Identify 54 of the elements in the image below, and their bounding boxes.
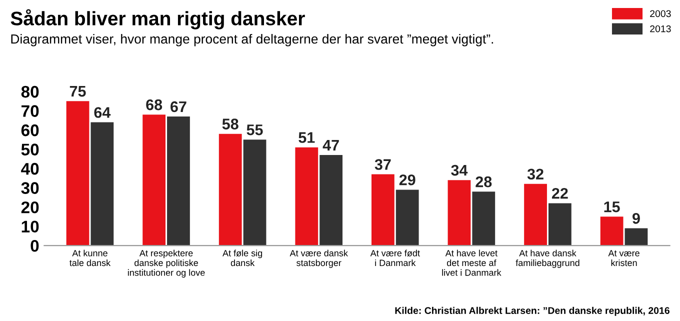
y-tick-label: 10 <box>22 220 39 233</box>
data-label: 29 <box>399 174 416 186</box>
data-label: 15 <box>604 202 620 212</box>
bar <box>320 155 343 246</box>
data-label: 47 <box>322 140 339 150</box>
data-label: 51 <box>298 132 315 143</box>
data-label: 64 <box>94 107 111 118</box>
x-tick-label: At føle sig dansk <box>222 250 262 266</box>
data-label: 37 <box>374 159 391 170</box>
bar <box>472 192 496 246</box>
y-tick-label: 30 <box>21 182 39 194</box>
bar <box>371 174 394 246</box>
data-label: 28 <box>476 176 492 188</box>
bar <box>218 134 242 246</box>
bar <box>243 140 266 246</box>
bar <box>624 228 648 246</box>
data-label: 9 <box>632 213 640 224</box>
x-tick-label: At være dansk statsborger <box>290 250 348 268</box>
bar <box>548 203 572 246</box>
data-label: 55 <box>246 124 263 136</box>
data-label: 67 <box>170 101 186 112</box>
y-tick-label: 80 <box>21 86 39 98</box>
x-tick-label: At have dansk familiebaggrund <box>516 250 580 268</box>
y-tick-label: 40 <box>21 162 39 175</box>
y-tick-label: 70 <box>22 105 39 117</box>
data-label: 32 <box>527 168 544 180</box>
data-label: 68 <box>146 99 162 110</box>
y-tick-label: 0 <box>30 240 39 252</box>
y-tick-label: 50 <box>21 144 39 156</box>
bar <box>448 180 471 246</box>
data-label: 22 <box>552 188 568 199</box>
bar <box>524 184 547 246</box>
chart-subtitle: Diagrammet viser, hvor mange procent af deltagerne der har svaret ”meget vigtigt”. <box>11 34 494 46</box>
bar <box>167 116 190 246</box>
x-tick-label: At kunne tale dansk <box>70 250 111 266</box>
chart-title: Sådan bliver man rigtig dansker <box>10 9 305 30</box>
y-tick-label: 60 <box>21 124 39 136</box>
data-label: 75 <box>70 86 86 97</box>
data-label: 34 <box>451 164 468 176</box>
bar <box>66 101 90 246</box>
bar <box>142 114 166 246</box>
bar <box>600 216 624 246</box>
bar <box>396 190 419 246</box>
bar <box>295 147 318 246</box>
text: Kilde: Christian Albrekt Larsen: ”Den danske republik, 2016 <box>395 306 670 316</box>
data-label: 58 <box>222 118 238 130</box>
y-tick-label: 20 <box>21 201 39 214</box>
x-tick-label: At være født i Danmark <box>370 250 420 266</box>
bar <box>90 122 114 246</box>
x-tick-label: At være kristen <box>608 250 640 266</box>
legend-label: 2003 <box>650 10 671 18</box>
x-tick-label: At have levet det meste af livet i Danmark <box>442 250 502 276</box>
x-tick-label: At respektere danske politiske institutioner og love <box>128 250 205 278</box>
legend-label: 2013 <box>650 25 671 32</box>
